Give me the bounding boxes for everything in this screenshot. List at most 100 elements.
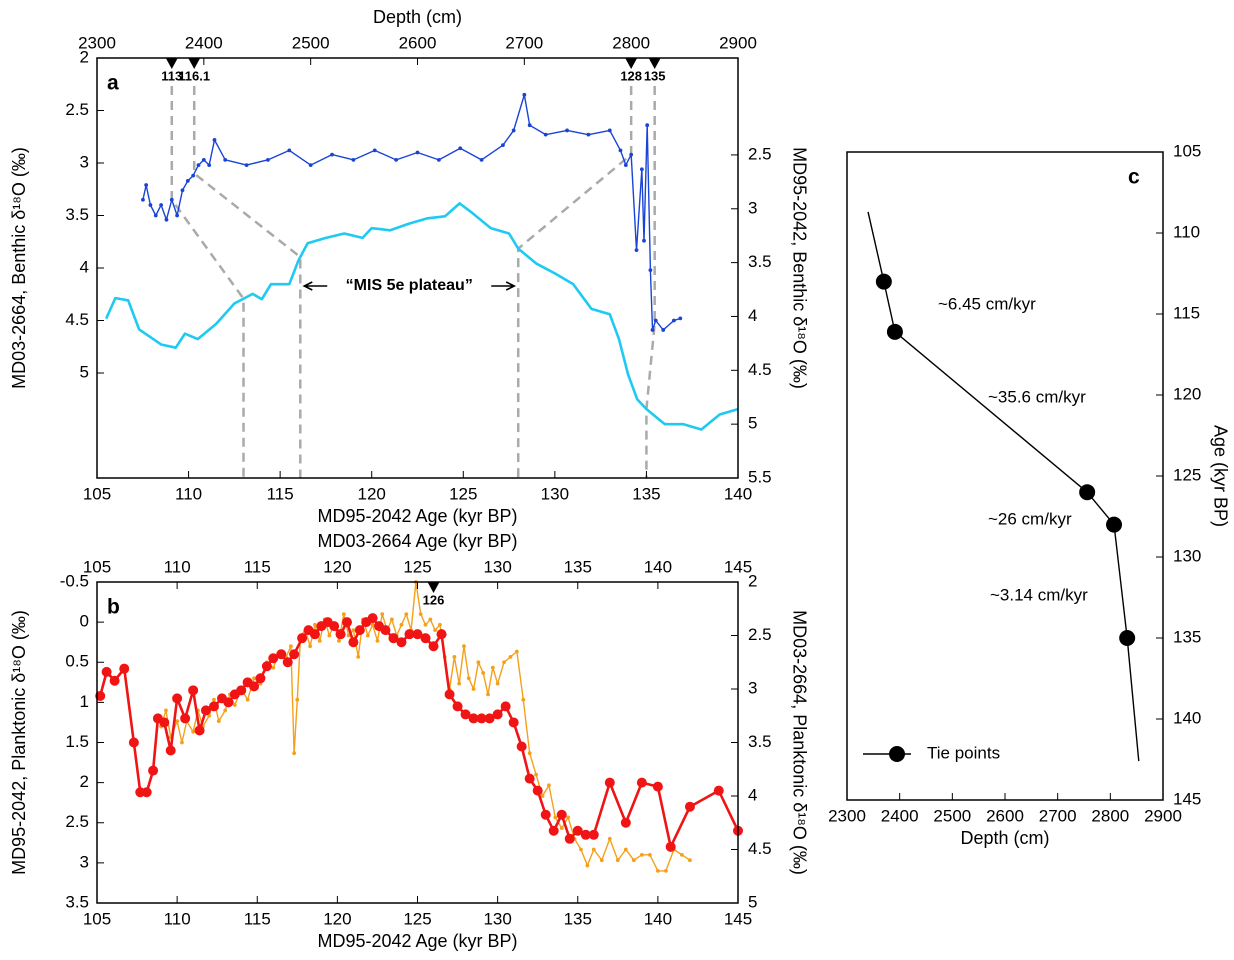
panel-label: a — [107, 72, 119, 95]
data-point — [566, 815, 571, 820]
data-point — [428, 641, 439, 652]
data-point — [232, 703, 237, 707]
x2-tick-label: 2900 — [719, 33, 757, 52]
data-point — [466, 676, 471, 681]
data-point — [201, 157, 206, 162]
x2-tick-label: 135 — [564, 557, 592, 576]
data-point — [295, 697, 300, 702]
y-tick-label: 105 — [1173, 141, 1201, 160]
data-point — [462, 644, 466, 649]
x2-axis-label: MD03-2664 Age (kyr BP) — [317, 531, 517, 551]
data-line — [142, 94, 681, 331]
y-tick-label: 1 — [80, 692, 89, 711]
x-tick-label: 115 — [244, 909, 271, 928]
data-point — [585, 863, 590, 868]
data-point — [553, 815, 558, 820]
data-point — [128, 737, 139, 748]
data-point — [486, 692, 490, 697]
data-point — [607, 836, 612, 841]
y-tick-label: 140 — [1173, 708, 1201, 727]
data-point — [412, 629, 423, 640]
data-point — [647, 852, 652, 857]
data-point — [375, 638, 380, 643]
data-point — [527, 123, 532, 128]
data-point — [101, 666, 112, 677]
data-point — [615, 858, 620, 863]
data-point — [297, 633, 308, 644]
data-point — [672, 318, 676, 323]
data-point — [548, 825, 559, 836]
y-tick-label: 2.5 — [65, 812, 89, 831]
data-point — [380, 625, 391, 636]
tie-connector — [192, 86, 302, 478]
y2-tick-label: 4.5 — [748, 839, 772, 858]
y-tick-label: 5 — [80, 362, 89, 381]
y-tick-label: 0.5 — [65, 652, 89, 671]
data-point — [354, 625, 365, 636]
data-point — [1119, 630, 1136, 646]
data-point — [653, 318, 658, 323]
data-point — [648, 268, 653, 272]
data-point — [212, 697, 216, 702]
data-point — [346, 633, 351, 638]
x-tick-label: 115 — [267, 484, 294, 503]
x-tick-label: 105 — [83, 909, 111, 928]
data-point — [514, 649, 519, 654]
data-point — [521, 697, 526, 702]
tie-label: 116.1 — [178, 68, 210, 83]
data-point — [655, 869, 660, 873]
y-tick-label: 3.5 — [65, 892, 89, 911]
data-point — [153, 213, 158, 218]
data-point — [164, 217, 169, 222]
x2-tick-label: 2700 — [505, 33, 543, 52]
y2-tick-label: 4.5 — [748, 360, 772, 379]
data-point — [599, 858, 604, 863]
data-point — [396, 637, 407, 648]
data-point — [481, 671, 486, 675]
y2-tick-label: 3.5 — [748, 732, 772, 751]
x-tick-label: 140 — [644, 909, 672, 928]
rate-label: ~6.45 cm/kyr — [938, 294, 1036, 313]
data-point — [607, 128, 612, 133]
x-tick-label: 120 — [358, 484, 386, 503]
y-tick-label: 115 — [1173, 303, 1200, 322]
data-point — [579, 847, 583, 852]
y2-axis-label: MD95-2042, Benthic δ¹⁸O (‰) — [789, 147, 809, 389]
y-tick-label: 3 — [80, 852, 89, 871]
data-point — [623, 847, 628, 852]
data-point — [180, 740, 184, 745]
plot-frame — [846, 151, 1164, 801]
y2-tick-label: 2.5 — [748, 625, 772, 644]
data-point — [468, 713, 479, 724]
data-point — [327, 633, 332, 638]
data-point — [540, 794, 545, 798]
data-point — [436, 629, 447, 640]
x-tick-label: 110 — [164, 909, 191, 928]
data-point — [208, 701, 219, 712]
data-point — [244, 163, 249, 168]
data-point — [460, 709, 471, 720]
annotation-arrow — [491, 281, 517, 291]
data-point — [665, 841, 676, 852]
y-tick-label: 2 — [80, 47, 89, 66]
y2-tick-label: 4 — [748, 785, 757, 804]
x2-tick-label: 2600 — [399, 33, 437, 52]
x2-tick-label: 2500 — [292, 33, 330, 52]
data-point — [418, 612, 423, 616]
x-tick-label: 2700 — [1039, 806, 1077, 825]
y2-tick-label: 2 — [748, 571, 757, 590]
data-point — [337, 638, 341, 643]
y-tick-label: 130 — [1173, 546, 1201, 565]
data-point — [476, 660, 481, 665]
data-point — [175, 719, 180, 723]
data-point — [329, 621, 340, 632]
y-axis-label: MD95-2042, Planktonic δ¹⁸O (‰) — [9, 610, 29, 875]
data-point — [200, 705, 211, 716]
data-point — [663, 869, 668, 873]
data-point — [367, 613, 378, 624]
data-point — [188, 685, 199, 696]
data-point — [389, 617, 394, 622]
data-point — [543, 132, 548, 137]
data-point — [399, 622, 404, 627]
data-point — [540, 809, 551, 820]
